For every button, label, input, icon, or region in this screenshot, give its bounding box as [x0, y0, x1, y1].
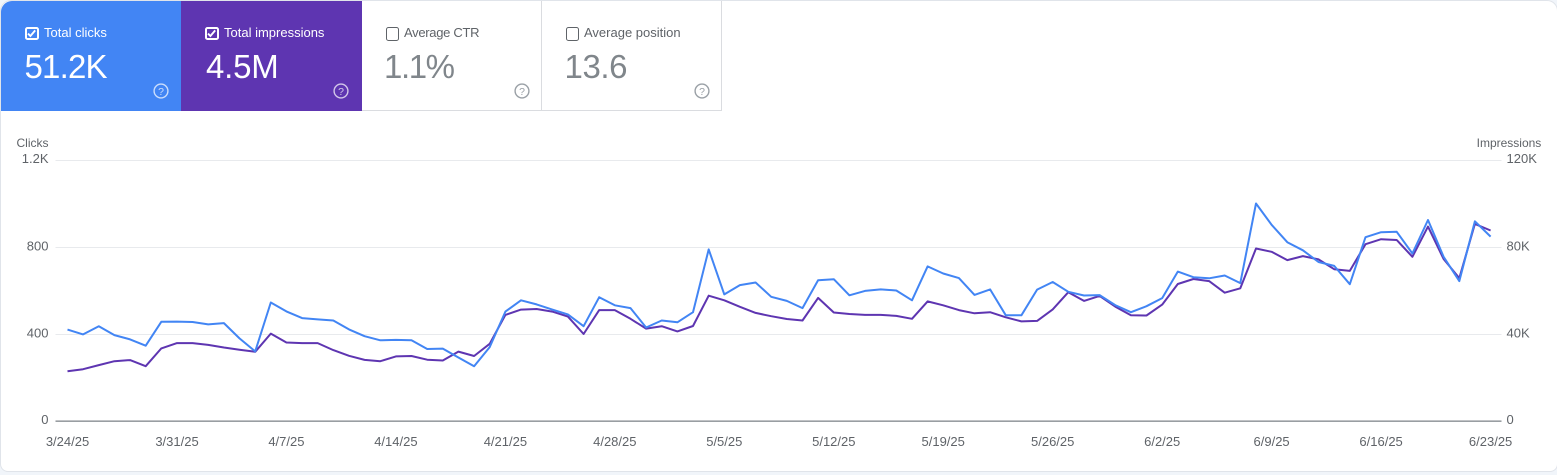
svg-text:5/19/25: 5/19/25: [922, 434, 965, 449]
svg-text:3/31/25: 3/31/25: [155, 434, 198, 449]
svg-text:6/23/25: 6/23/25: [1469, 434, 1512, 449]
svg-text:5/12/25: 5/12/25: [812, 434, 855, 449]
svg-text:80K: 80K: [1507, 238, 1530, 253]
svg-text:120K: 120K: [1507, 151, 1538, 166]
svg-text:800: 800: [27, 238, 49, 253]
svg-text:6/9/25: 6/9/25: [1254, 434, 1290, 449]
svg-text:?: ?: [699, 86, 705, 98]
svg-text:5/26/25: 5/26/25: [1031, 434, 1074, 449]
svg-text:Impressions: Impressions: [1477, 136, 1542, 150]
svg-text:40K: 40K: [1507, 326, 1530, 341]
svg-text:1.2K: 1.2K: [22, 151, 49, 166]
svg-text:0: 0: [41, 412, 48, 427]
svg-text:4/28/25: 4/28/25: [593, 434, 636, 449]
svg-text:4/21/25: 4/21/25: [484, 434, 527, 449]
svg-text:400: 400: [27, 326, 49, 341]
svg-text:3/24/25: 3/24/25: [46, 434, 89, 449]
svg-text:4/7/25: 4/7/25: [268, 434, 304, 449]
svg-text:5/5/25: 5/5/25: [706, 434, 742, 449]
svg-text:Clicks: Clicks: [17, 136, 49, 150]
svg-text:4/14/25: 4/14/25: [374, 434, 417, 449]
svg-text:6/2/25: 6/2/25: [1144, 434, 1180, 449]
svg-text:?: ?: [338, 86, 344, 98]
svg-text:?: ?: [519, 86, 525, 98]
svg-text:?: ?: [158, 86, 164, 98]
svg-text:6/16/25: 6/16/25: [1359, 434, 1402, 449]
svg-text:0: 0: [1507, 412, 1514, 427]
